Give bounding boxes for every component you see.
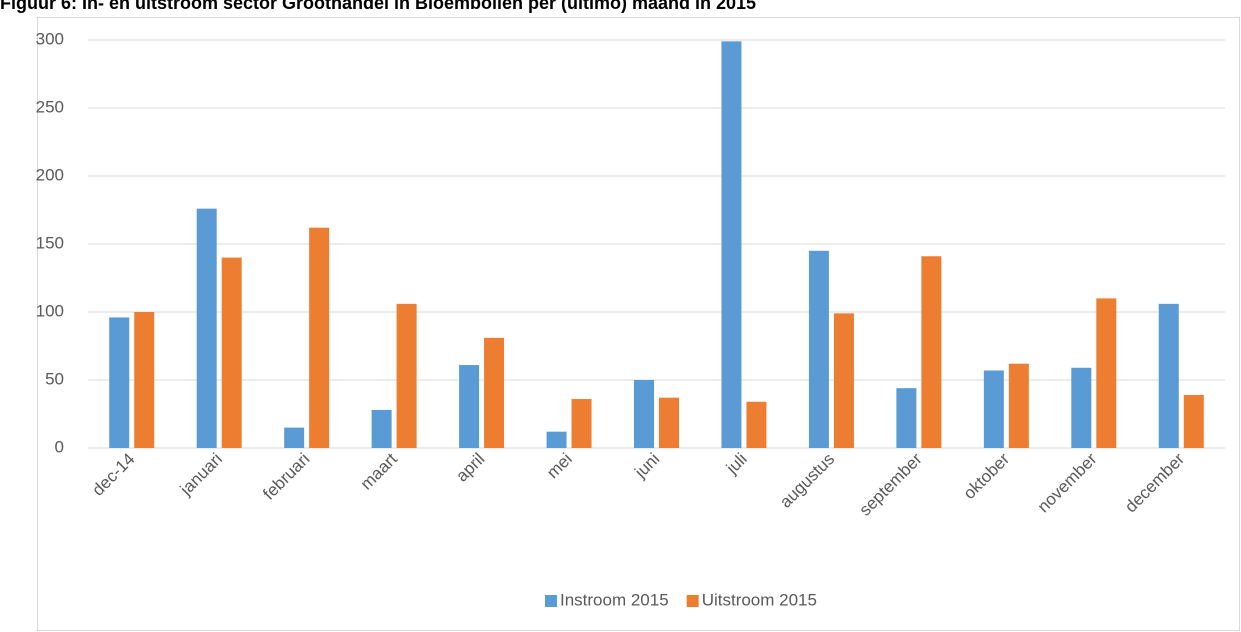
y-tick-label: 250: [36, 97, 64, 116]
bar: [221, 257, 242, 448]
legend-label: Uitstroom 2015: [702, 590, 817, 609]
bar: [833, 313, 854, 448]
legend-swatch: [545, 595, 557, 607]
bar: [546, 431, 567, 448]
y-tick-label: 150: [36, 233, 64, 252]
chart-frame: [37, 17, 1240, 631]
y-tick-label: 300: [36, 29, 64, 48]
bar: [196, 208, 217, 448]
bar: [746, 401, 767, 448]
bar: [808, 250, 829, 448]
bar: [634, 380, 654, 448]
bar: [134, 312, 155, 448]
bar: [284, 427, 305, 448]
y-tick-label: 0: [55, 437, 64, 456]
bar: [983, 370, 1004, 448]
legend-label: Instroom 2015: [560, 590, 669, 609]
bar: [396, 303, 417, 448]
bar: [721, 41, 742, 449]
bar: [1008, 363, 1029, 448]
bar: [1071, 367, 1092, 448]
y-tick-label: 200: [36, 165, 64, 184]
bar: [109, 317, 130, 448]
y-tick-label: 100: [36, 301, 64, 320]
bar: [1183, 394, 1204, 448]
bar: [659, 397, 679, 448]
bar: [309, 227, 330, 448]
chart-title: Figuur 6: In- en uitstroom sector Grooth…: [0, 0, 756, 13]
bar: [371, 409, 392, 448]
bar: [896, 388, 917, 448]
bar: [921, 256, 942, 448]
bar: [459, 365, 480, 448]
legend-swatch: [686, 595, 699, 607]
bar: [571, 399, 592, 448]
bar: [1158, 303, 1179, 448]
y-tick-label: 50: [45, 369, 64, 388]
bar: [484, 337, 505, 448]
bar: [1096, 298, 1117, 448]
